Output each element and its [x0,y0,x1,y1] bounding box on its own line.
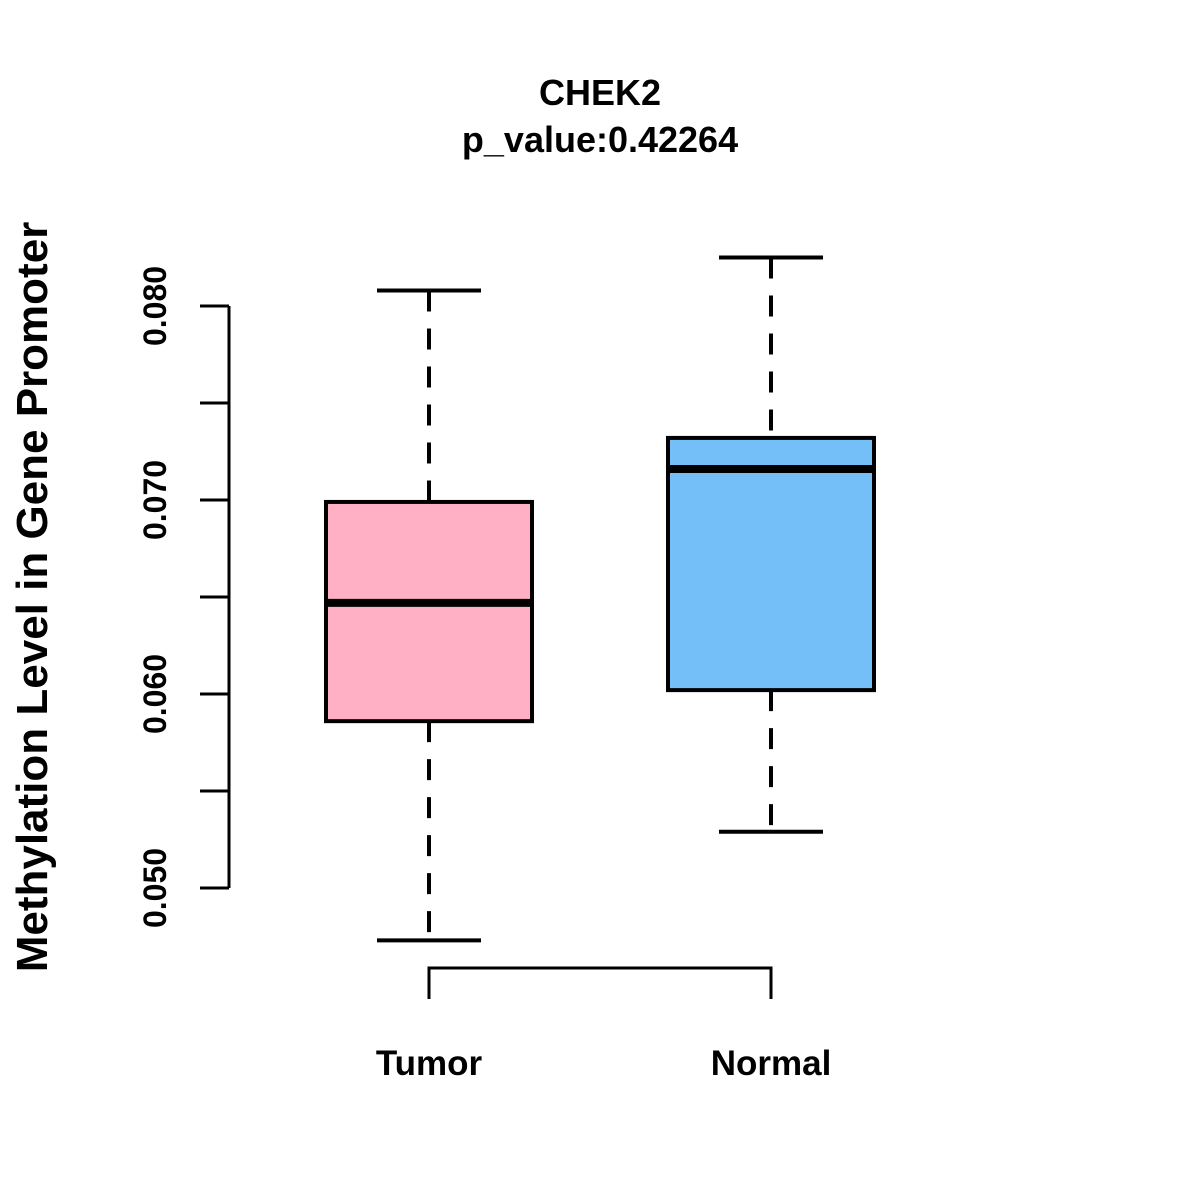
plot-area: 0.050 0.060 0.070 0.080 Tumor Normal [137,255,876,1083]
chart-title: CHEK2 [539,72,661,113]
y-axis-title: Methylation Level in Gene Promoter [8,222,57,973]
box-normal [666,435,876,693]
y-tick-label: 0.050 [137,848,173,928]
y-tick-label: 0.060 [137,654,173,734]
x-category-label-normal: Normal [711,1044,832,1083]
x-axis-bracket [427,966,773,999]
y-tick-label: 0.080 [137,266,173,346]
chart-subtitle-pvalue: p_value:0.42264 [462,119,738,160]
y-tick-label: 0.070 [137,460,173,540]
x-category-label-tumor: Tumor [376,1044,483,1083]
box-tumor [324,499,534,724]
